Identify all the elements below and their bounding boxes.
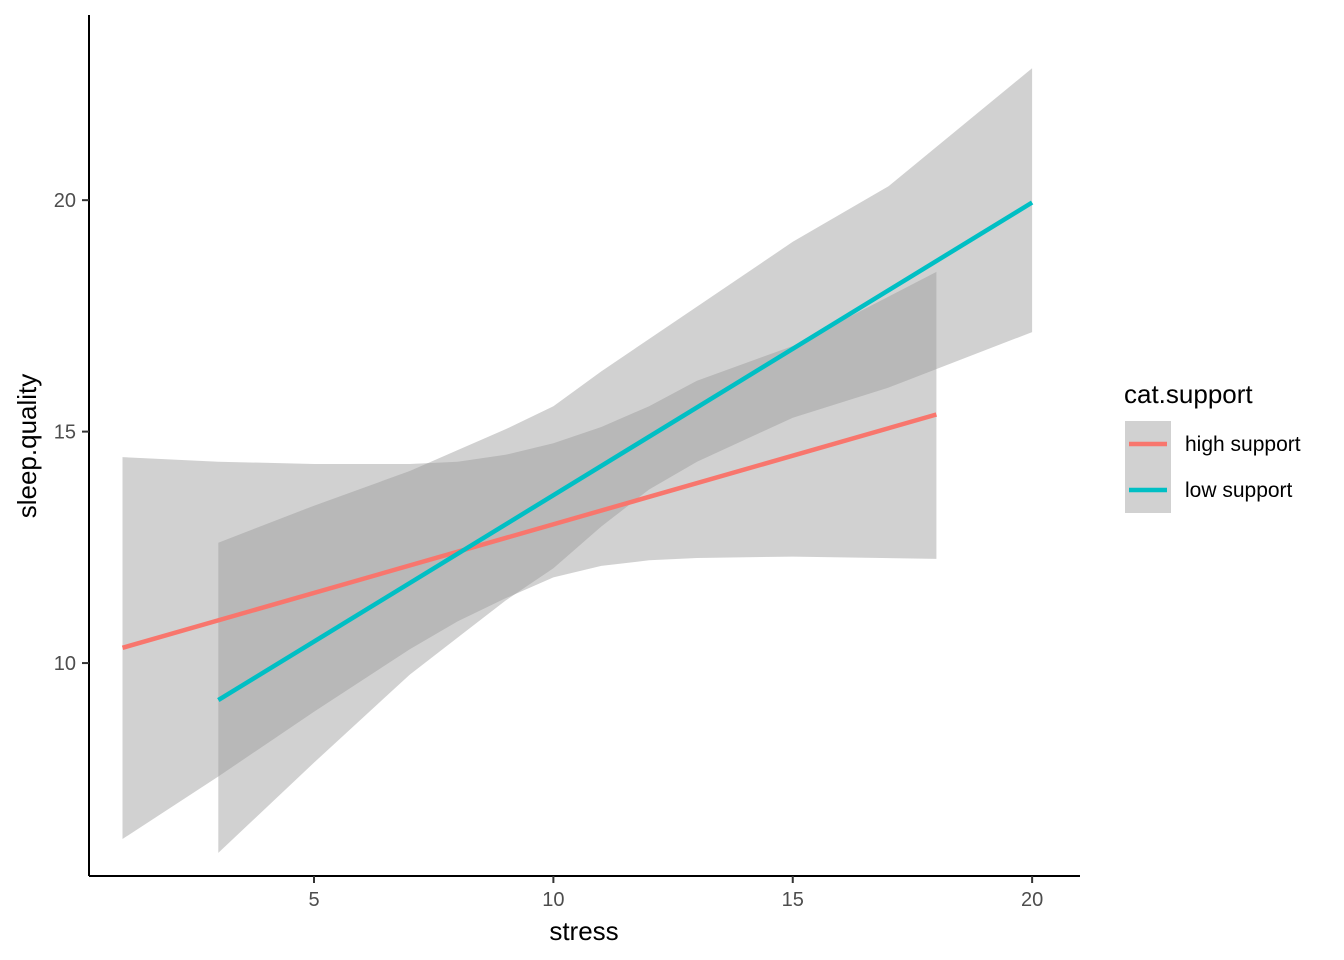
legend: cat.support high support low support: [1124, 379, 1301, 513]
legend-label: low support: [1185, 479, 1293, 502]
x-tick-label: 5: [308, 889, 319, 911]
x-tick-label: 20: [1021, 889, 1043, 911]
y-tick-label: 20: [54, 190, 76, 212]
ci-band-low-support: [218, 68, 1033, 853]
line-high-support: [121, 412, 938, 650]
y-tick-label: 15: [54, 422, 76, 444]
confidence-bands: [122, 68, 1033, 853]
regression-lines: [121, 200, 1034, 703]
y-tick-label: 10: [54, 653, 76, 675]
x-tick-label: 10: [542, 889, 564, 911]
legend-title: cat.support: [1124, 379, 1253, 409]
line-low-support: [217, 200, 1034, 703]
ci-band-high-support: [122, 271, 937, 839]
y-axis-title: sleep.quality: [12, 374, 42, 519]
x-axis-title: stress: [549, 916, 618, 946]
legend-label: high support: [1185, 433, 1301, 456]
axes: 5 10 15 20 10 15 20: [54, 15, 1080, 911]
x-tick-label: 15: [782, 889, 804, 911]
